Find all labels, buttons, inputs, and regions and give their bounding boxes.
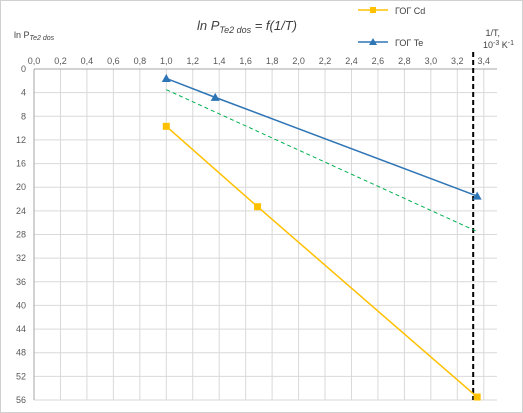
- y-tick-label: 48: [16, 348, 26, 358]
- x-tick-label: 0,0: [28, 56, 41, 66]
- x-tick-label: 2,8: [398, 56, 411, 66]
- y-tick-label: 12: [16, 135, 26, 145]
- y-tick-label: 16: [16, 159, 26, 169]
- legend-marker-cd: [370, 7, 376, 13]
- x-tick-label: 1,6: [239, 56, 252, 66]
- y-tick-label: 20: [16, 182, 26, 192]
- x-tick-label: 2,4: [345, 56, 358, 66]
- x-tick-label: 2,0: [292, 56, 305, 66]
- data-point-triangle: [210, 92, 220, 101]
- x-tick-label: 1,8: [266, 56, 279, 66]
- x-axis-label-line2: 10-3 K-1: [483, 40, 514, 50]
- x-tick-label: 3,2: [451, 56, 464, 66]
- x-tick-label: 2,2: [319, 56, 332, 66]
- legend: ГОГ Cd ГОГ Te: [358, 6, 425, 48]
- y-tick-label: 0: [21, 64, 26, 74]
- x-tick-label: 1,0: [160, 56, 173, 66]
- data-point-square: [473, 393, 481, 401]
- legend-label-cd: ГОГ Cd: [395, 6, 425, 16]
- data-point-square: [162, 122, 170, 130]
- y-tick-label: 40: [16, 300, 26, 310]
- y-axis-label: ln PTe2 dos: [14, 30, 55, 42]
- gridlines: [34, 69, 497, 401]
- y-tick-label: 8: [21, 111, 26, 121]
- x-tick-label: 3,4: [478, 56, 491, 66]
- y-tick-label: 52: [16, 371, 26, 381]
- data-point-square: [254, 203, 262, 211]
- x-tick-label: 1,2: [186, 56, 199, 66]
- y-tick-label: 36: [16, 277, 26, 287]
- legend-label-te: ГОГ Te: [395, 38, 423, 48]
- legend-item-cd: ГОГ Cd: [358, 6, 425, 16]
- x-tick-label: 2,6: [372, 56, 385, 66]
- legend-item-te: ГОГ Te: [358, 38, 423, 48]
- y-tick-label: 32: [16, 253, 26, 263]
- legend-marker-te: [369, 38, 377, 45]
- x-tick-label: 0,2: [54, 56, 67, 66]
- axes: [33, 68, 497, 400]
- x-tick-labels: 0,0 0,2 0,4 0,6 0,8 1,0 1,2 1,4 1,6 1,8 2,0 2,2 2,4 2…: [28, 56, 490, 66]
- x-axis-label-line1: 1/T,: [485, 28, 500, 38]
- chart-title: ln PTe2 dos = f(1/T): [197, 18, 297, 35]
- x-tick-label: 0,4: [81, 56, 94, 66]
- trend-line: [166, 89, 478, 232]
- y-tick-label: 44: [16, 324, 26, 334]
- x-tick-label: 0,8: [134, 56, 147, 66]
- data-point-triangle: [161, 73, 171, 82]
- data-point-triangle: [472, 191, 482, 200]
- plot-area: [161, 52, 482, 401]
- x-tick-label: 0,6: [107, 56, 120, 66]
- y-tick-label: 56: [16, 395, 26, 405]
- y-tick-label: 24: [16, 206, 26, 216]
- x-tick-label: 3,0: [425, 56, 438, 66]
- x-tick-label: 1,4: [213, 56, 226, 66]
- y-tick-label: 4: [21, 88, 26, 98]
- y-tick-label: 28: [16, 230, 26, 240]
